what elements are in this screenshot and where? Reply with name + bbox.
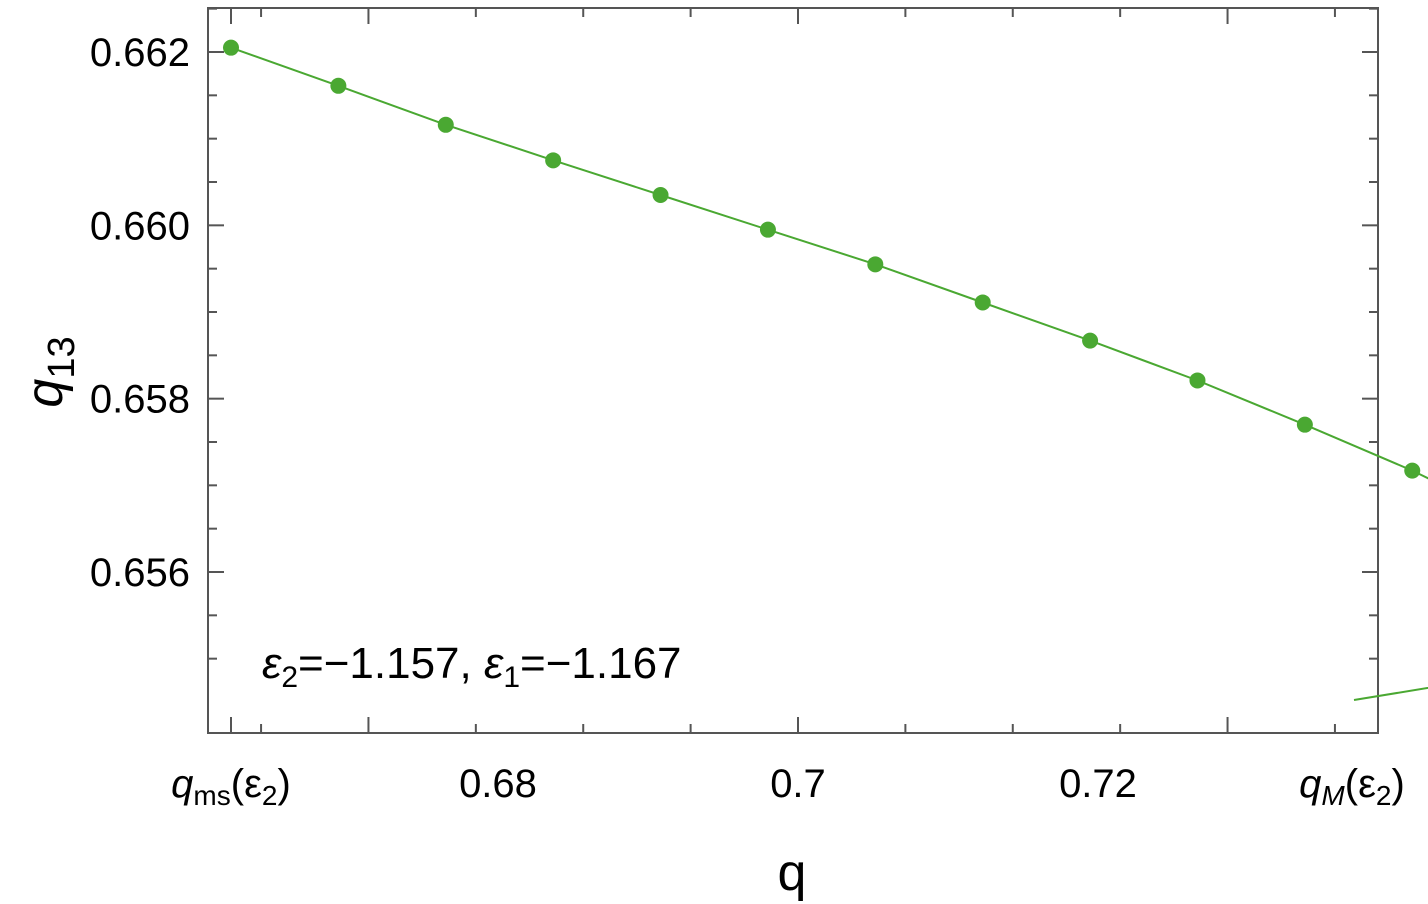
y-axis: 0.662 0.660 0.658 0.656 <box>90 7 1378 660</box>
y-axis-title: q13 <box>16 336 83 407</box>
y-tick-label: 0.660 <box>90 204 190 248</box>
y-axis-title-group: q13 <box>16 336 83 407</box>
y-tick-label: 0.656 <box>90 551 190 595</box>
data-point <box>652 187 669 203</box>
plot-frame <box>207 7 1379 734</box>
data-point <box>223 39 239 56</box>
x-axis: qms(ε2) 0.68 0.7 0.72 qM(ε2) <box>171 8 1405 811</box>
x-tick-label: 0.72 <box>1059 762 1137 806</box>
y-axis-title-sub: 13 <box>41 336 83 378</box>
annotation: ε2=−1.157, ε1=−1.167 <box>262 639 682 694</box>
data-point <box>1082 332 1099 349</box>
x-axis-title: q <box>778 844 807 902</box>
data-point <box>545 152 562 169</box>
y-tick-label: 0.662 <box>90 31 190 75</box>
data-point <box>1296 416 1313 433</box>
data-point <box>974 294 991 311</box>
series-line <box>230 46 1428 701</box>
y-tick-label: 0.658 <box>90 378 190 422</box>
data-point <box>1189 372 1206 389</box>
data-point <box>759 221 776 238</box>
y-axis-title-main: q <box>16 379 74 408</box>
x-tick-label: 0.68 <box>459 762 537 806</box>
x-tick-label: qM(ε2) <box>1299 762 1405 811</box>
series-layer <box>223 39 1428 701</box>
data-point <box>330 77 347 94</box>
x-tick-label: qms(ε2) <box>171 762 291 811</box>
data-point <box>437 116 454 133</box>
data-point <box>1404 462 1421 479</box>
x-tick-label: 0.7 <box>770 762 826 806</box>
data-point <box>867 256 884 273</box>
